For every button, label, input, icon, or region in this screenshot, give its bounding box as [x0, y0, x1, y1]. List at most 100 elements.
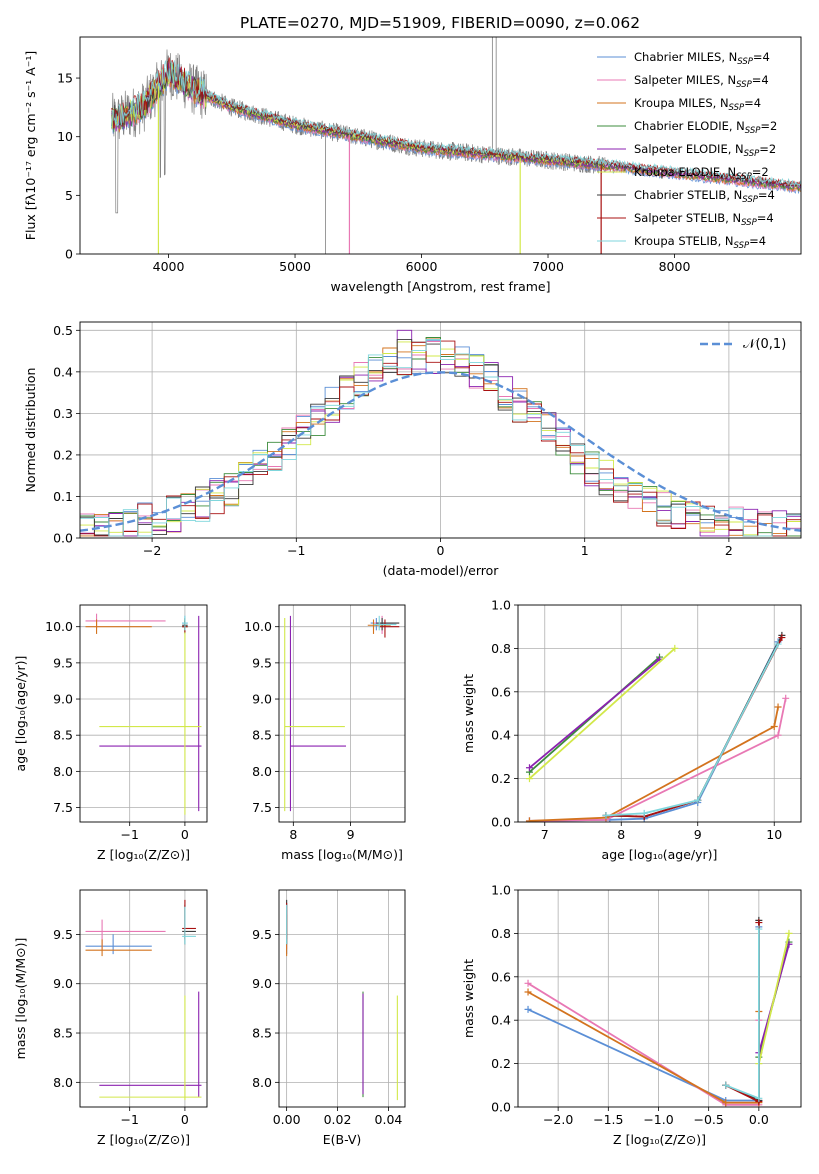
mass-weight-line-7 [725, 920, 760, 1102]
x-tick-label: 0.00 [273, 1112, 301, 1127]
x-tick-label: 7000 [532, 259, 564, 274]
y-tick-label: 7.5 [252, 800, 272, 815]
age-vs-Z-axes: −1 0 7.5 8.0 8.5 9.0 9.5 10.0 Z [log₁₀(Z/Z⊙)] age… [13, 604, 208, 862]
spectrum-plot-area [111, 37, 801, 254]
age-vs-mass-plot-area [279, 605, 405, 822]
mass-weight-line-6 [758, 933, 790, 1064]
weight-vs-Z-xlabel: Z [log₁₀(Z/Z⊙)] [613, 1132, 706, 1147]
mass-weight-marker [755, 919, 763, 927]
y-tick-label: 1.0 [491, 883, 511, 898]
mass-vs-Z-plot-area [80, 890, 207, 1107]
x-tick-label: −1 [120, 827, 138, 842]
age-vs-Z-frame [79, 604, 208, 823]
mass-weight-line-7 [605, 634, 783, 818]
age-vs-Z-xlabel: Z [log₁₀(Z/Z⊙)] [97, 847, 190, 862]
y-tick-label: 0.4 [491, 728, 511, 743]
y-tick-label: 9.5 [252, 927, 272, 942]
mass-vs-ebv-grid [279, 890, 405, 1107]
mass-weight-marker [640, 809, 648, 817]
y-tick-label: 0.8 [491, 641, 511, 656]
y-tick-label: 9.0 [53, 976, 73, 991]
age-vs-Z-plot-area [80, 605, 207, 822]
mass-vs-Z-axes: −1 0 8.0 8.5 9.0 9.5 Z [log₁₀(Z/Z⊙)] mass [log₁… [13, 889, 208, 1147]
y-tick-label: 15 [57, 71, 73, 86]
figure-title: PLATE=0270, MJD=51909, FIBERID=0090, z=0… [240, 14, 640, 32]
model-spectrum-9 [111, 60, 801, 188]
mass-weight-line-3 [527, 991, 760, 1104]
weight-vs-age-frame [517, 604, 802, 823]
y-tick-label: 8.5 [252, 1026, 272, 1041]
y-tick-label: 8.0 [252, 1075, 272, 1090]
mass-weight-line-8 [725, 922, 760, 1104]
legend-entry-label: Chabrier MILES, NSSP=4 [634, 50, 770, 67]
y-tick-label: 0.2 [491, 771, 511, 786]
mass-weight-marker [671, 644, 679, 652]
x-tick-label: 8000 [659, 259, 691, 274]
weight-vs-age-xlabel: age [log₁₀(age/yr)] [602, 847, 718, 862]
mass-vs-Z-xlabel: Z [log₁₀(Z/Z⊙)] [97, 1132, 190, 1147]
residuals-axes: −2 −1 0 1 2 0.0 0.1 0.2 0.3 0.4 0.5 (data-model)/er… [23, 321, 802, 578]
y-tick-label: 0.4 [491, 1013, 511, 1028]
mass-weight-marker [782, 694, 790, 702]
y-tick-label: 0.2 [53, 447, 73, 462]
x-tick-label: −1.0 [643, 1112, 673, 1127]
y-tick-label: 0.0 [491, 815, 511, 830]
mass-weight-marker [774, 703, 782, 711]
legend-entry-label: Kroupa ELODIE, NSSP=2 [634, 165, 769, 182]
x-tick-label: 5000 [279, 259, 311, 274]
legend-entry-label: Kroupa STELIB, NSSP=4 [634, 234, 766, 251]
mass-weight-marker [524, 988, 532, 996]
x-tick-label: 0 [437, 543, 445, 558]
mass-weight-marker [722, 1099, 730, 1107]
mass-weight-line-2 [527, 982, 760, 1106]
x-tick-label: 1 [581, 543, 589, 558]
mass-weight-line-5 [528, 658, 661, 769]
y-tick-label: 10 [57, 129, 73, 144]
y-tick-label: 0.0 [491, 1100, 511, 1115]
mass-weight-line-8 [605, 637, 783, 818]
y-tick-label: 9.5 [252, 655, 272, 670]
y-tick-label: 0.6 [491, 684, 511, 699]
mass-weight-marker [770, 723, 778, 731]
legend-entry-label: 𝒩(0,1) [743, 337, 786, 352]
y-tick-label: 7.5 [53, 800, 73, 815]
model-spectrum-8 [111, 57, 801, 187]
mass-weight-marker [602, 811, 610, 819]
x-tick-label: 9 [694, 827, 702, 842]
x-tick-label: 7 [541, 827, 549, 842]
y-tick-label: 5 [65, 188, 73, 203]
mass-weight-marker [694, 796, 702, 804]
residuals-ylabel: Normed distribution [23, 368, 38, 493]
spectrum-axes: 4000 5000 6000 7000 8000 0 5 10 15 wavelength [An… [23, 36, 802, 294]
age-vs-Z-ylabel: age [log₁₀(age/yr)] [13, 656, 28, 772]
y-tick-label: 9.0 [252, 976, 272, 991]
residual-histogram-4 [80, 337, 801, 537]
spectrum-frame [79, 36, 802, 255]
mass-weight-line-1 [529, 641, 779, 822]
y-tick-label: 0.0 [53, 531, 73, 546]
x-tick-label: 10 [766, 827, 782, 842]
weight-vs-age-ylabel: mass weight [461, 674, 476, 753]
mass-weight-marker [525, 817, 533, 822]
mass-weight-marker [755, 925, 763, 933]
y-tick-label: 0.8 [491, 926, 511, 941]
age-vs-Z-grid [80, 605, 207, 822]
y-tick-label: 1.0 [491, 598, 511, 613]
x-tick-label: 0.04 [375, 1112, 403, 1127]
y-tick-label: 9.0 [53, 692, 73, 707]
mass-vs-ebv-axes: 0.00 0.02 0.04 8.0 8.5 9.0 9.5 E(B-V) [252, 889, 406, 1147]
y-tick-label: 10.0 [45, 619, 73, 634]
y-tick-label: 0.6 [491, 969, 511, 984]
weight-vs-Z-frame [517, 889, 802, 1108]
y-tick-label: 9.0 [252, 692, 272, 707]
residuals-xlabel: (data-model)/error [383, 563, 500, 578]
age-vs-mass-grid [279, 605, 405, 822]
mass-weight-marker [778, 634, 786, 642]
age-vs-mass-frame [278, 604, 406, 823]
mass-weight-line-1 [527, 926, 760, 1102]
y-tick-label: 0.1 [53, 489, 73, 504]
y-tick-label: 8.0 [252, 764, 272, 779]
y-tick-label: 0.5 [53, 323, 73, 338]
